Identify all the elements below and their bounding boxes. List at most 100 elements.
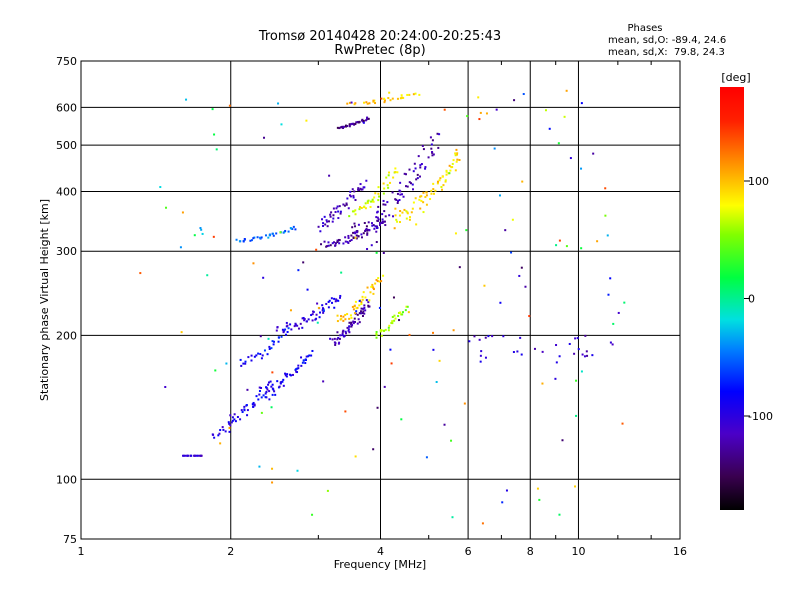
data-point	[329, 215, 332, 218]
trace	[239, 327, 290, 367]
data-point	[425, 194, 428, 197]
data-point	[438, 133, 441, 136]
data-point	[406, 185, 409, 188]
data-point	[398, 319, 401, 322]
data-point	[311, 319, 314, 322]
data-point	[327, 220, 330, 223]
data-point	[338, 341, 341, 344]
data-point	[479, 111, 482, 114]
phase-stats-x: mean, sd,X: 79.8, 24.3	[608, 47, 725, 58]
data-point	[315, 313, 318, 316]
data-point	[372, 448, 375, 451]
data-point	[413, 162, 416, 165]
data-point	[365, 225, 368, 228]
data-point	[353, 222, 356, 225]
data-point	[377, 277, 380, 280]
data-point	[454, 232, 457, 235]
data-point	[493, 147, 496, 150]
data-point	[333, 241, 336, 244]
data-point	[358, 206, 361, 209]
data-point	[367, 301, 370, 304]
data-point	[574, 485, 577, 488]
data-point	[391, 322, 394, 325]
data-point	[443, 423, 446, 426]
data-point	[563, 115, 566, 118]
data-point	[441, 175, 444, 178]
data-point	[356, 322, 359, 325]
data-point	[272, 234, 275, 237]
data-point	[376, 210, 379, 213]
data-point	[228, 104, 231, 107]
data-point	[336, 126, 339, 129]
data-point	[387, 326, 390, 329]
data-point	[339, 318, 342, 321]
data-point	[340, 315, 343, 318]
data-point	[357, 318, 360, 321]
data-point	[165, 206, 168, 209]
data-point	[231, 416, 234, 419]
data-point	[277, 102, 280, 105]
data-point	[252, 262, 255, 265]
data-point	[386, 184, 389, 187]
data-point	[311, 313, 314, 316]
data-point	[376, 216, 379, 219]
data-point	[346, 125, 349, 128]
data-point	[311, 513, 314, 516]
data-point	[266, 388, 269, 391]
data-point	[358, 304, 361, 307]
data-point	[321, 307, 324, 310]
data-point	[289, 323, 292, 326]
data-point	[346, 313, 349, 316]
data-point	[279, 382, 282, 385]
data-point	[420, 163, 423, 166]
data-point	[406, 305, 409, 308]
data-point	[437, 146, 440, 149]
data-point	[367, 117, 370, 120]
data-point	[339, 296, 342, 299]
data-point	[227, 421, 230, 424]
data-point	[257, 352, 260, 355]
data-point	[360, 206, 363, 209]
data-point	[296, 324, 299, 327]
data-point	[341, 332, 344, 335]
data-point	[388, 91, 391, 94]
data-point	[358, 299, 361, 302]
data-point	[454, 152, 457, 155]
data-point	[399, 181, 402, 184]
data-point	[186, 454, 189, 457]
data-point	[346, 197, 349, 200]
data-point	[580, 167, 583, 170]
data-point	[366, 232, 369, 235]
data-point	[300, 364, 303, 367]
data-point	[432, 192, 435, 195]
data-point	[360, 301, 363, 304]
data-point	[317, 306, 320, 309]
data-point	[257, 398, 260, 401]
data-point	[349, 314, 352, 317]
data-point	[415, 178, 418, 181]
data-point	[358, 321, 361, 324]
data-point	[343, 125, 346, 128]
data-markers	[139, 89, 626, 525]
data-point	[364, 119, 367, 122]
data-point	[342, 203, 345, 206]
data-point	[473, 335, 476, 338]
colorbar-tick-label: 100	[748, 175, 769, 188]
data-point	[380, 221, 383, 224]
data-point	[354, 455, 357, 458]
data-point	[318, 311, 321, 314]
data-point	[412, 188, 415, 191]
data-point	[338, 337, 341, 340]
data-point	[324, 223, 327, 226]
plot-area	[80, 60, 681, 540]
data-point	[264, 396, 267, 399]
data-point	[363, 101, 366, 104]
data-point	[383, 385, 386, 388]
data-point	[370, 244, 373, 247]
data-point	[422, 191, 425, 194]
data-point	[376, 280, 379, 283]
data-point	[484, 336, 487, 339]
gridlines	[81, 61, 680, 539]
data-point	[281, 380, 284, 383]
data-point	[438, 179, 441, 182]
